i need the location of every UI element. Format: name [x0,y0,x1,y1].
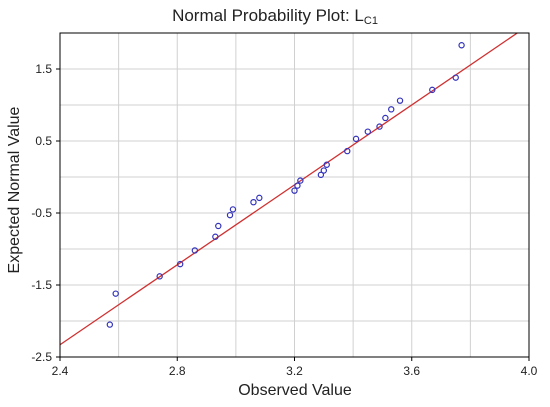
data-point [388,106,395,113]
data-point [452,74,459,81]
data-point [323,161,330,168]
data-point [256,194,263,202]
data-point [294,182,301,189]
data-point [297,177,304,184]
data-point [317,171,325,179]
data-point [291,187,298,194]
x-tick-label: 2.4 [52,364,69,378]
data-point [176,260,184,268]
y-tick-label: -2.5 [31,350,52,364]
data-point [429,86,436,94]
data-point [458,42,465,49]
data-point [382,114,389,122]
x-tick-label: 2.8 [169,364,186,378]
data-point [320,167,328,174]
data-point [156,273,163,280]
y-axis-label: Expected Normal Value [6,106,23,274]
chart-title-subscript: C1 [363,15,378,27]
data-point [250,198,257,206]
data-point [352,135,360,143]
data-point [226,211,234,219]
data-point [106,321,114,328]
data-point [396,97,404,104]
x-tick-label: 3.6 [403,364,420,378]
chart-title: Normal Probability Plot: LC1 [0,6,550,27]
y-axis-label-wrap: Expected Normal Value [4,30,26,350]
y-tick-label: -1.5 [31,278,52,292]
data-point [112,290,119,297]
y-tick-label: -0.5 [31,206,52,220]
y-tick-label: 0.5 [35,134,52,148]
x-tick-label: 3.2 [286,364,303,378]
chart-title-main: Normal Probability Plot: L [172,6,364,25]
x-axis-label: Observed Value [238,382,352,399]
data-point [215,222,222,230]
data-point [229,206,237,213]
x-tick-label: 4.0 [521,364,538,378]
reference-line [59,32,518,346]
y-tick-label: 1.5 [35,62,52,76]
data-point [364,128,371,135]
data-point [344,147,351,155]
data-point [191,247,199,254]
data-point [376,123,383,130]
data-point [212,233,219,240]
